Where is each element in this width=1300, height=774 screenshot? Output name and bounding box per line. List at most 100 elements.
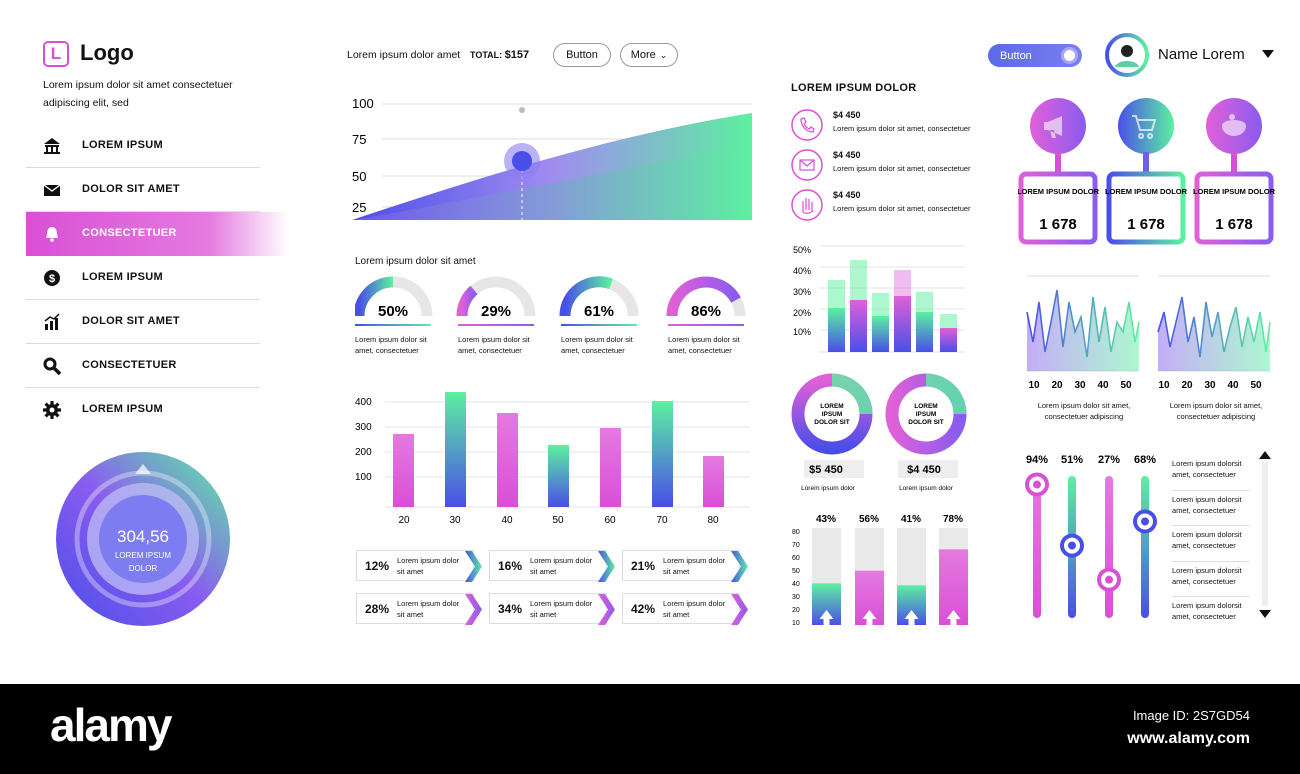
- bar: [600, 428, 621, 507]
- list-item[interactable]: Lorem ipsum dolorsit amet, consectetuer: [1172, 455, 1250, 491]
- arrow-up-icon: [946, 610, 961, 625]
- svg-text:LOREM: LOREM: [820, 403, 843, 410]
- sidebar-item-3[interactable]: CONSECTETUER: [26, 212, 288, 256]
- area-ytick: 100: [352, 96, 374, 111]
- toolbar-button[interactable]: Button: [553, 43, 611, 67]
- arrow-up-icon: [819, 610, 834, 625]
- bar-chart: 400 300 200 100 20 30 40 50 60 70 80: [355, 392, 750, 526]
- gauge-caption: Lorem ipsum dolor sit amet, consectetuer: [668, 335, 740, 355]
- stat-value: 21%: [631, 559, 656, 573]
- sidebar-item-5[interactable]: DOLOR SIT AMET: [26, 300, 260, 344]
- arrow-up-icon: [904, 610, 919, 625]
- slider[interactable]: [1097, 476, 1121, 618]
- stat-card[interactable]: 34% Lorem ipsum dolor sit amet: [489, 593, 615, 625]
- stat-value: 12%: [365, 559, 390, 573]
- stack-bar: [916, 292, 933, 352]
- contact-item[interactable]: $4 450 Lorem ipsum dolor sit amet, conse…: [790, 146, 990, 186]
- stat-card[interactable]: 28% Lorem ipsum dolor sit amet: [356, 593, 482, 625]
- contact-text: Lorem ipsum dolor sit amet, consectetuer: [833, 204, 971, 213]
- stat-card[interactable]: 42% Lorem ipsum dolor sit amet: [622, 593, 748, 625]
- contact-amount: $4 450: [833, 110, 861, 120]
- contacts-list: $4 450 Lorem ipsum dolor sit amet, conse…: [790, 106, 990, 226]
- pin-card-1[interactable]: [1018, 98, 1098, 245]
- toggle-button[interactable]: Button: [988, 44, 1082, 67]
- sliders: 94% 51% 27% 68%: [1025, 454, 1157, 618]
- contact-item[interactable]: $4 450 Lorem ipsum dolor sit amet, conse…: [790, 186, 990, 226]
- gauge-value: 61%: [584, 303, 614, 320]
- sidebar-item-4[interactable]: $ LOREM IPSUM: [26, 256, 260, 300]
- chevron-right-icon: [598, 551, 615, 582]
- sidebar-item-label: CONSECTETUER: [82, 359, 177, 371]
- area-ytick: 75: [352, 132, 366, 147]
- svg-text:$: $: [49, 273, 55, 285]
- svg-text:IPSUM: IPSUM: [822, 411, 843, 418]
- sidebar-item-7[interactable]: LOREM IPSUM: [26, 388, 260, 432]
- sidebar-item-label: CONSECTETUER: [82, 227, 177, 239]
- scroll-down-icon[interactable]: [1259, 610, 1271, 618]
- user-name: Name Lorem: [1158, 46, 1245, 63]
- bar-xtick: 20: [398, 515, 410, 526]
- chevron-right-icon: [731, 594, 748, 625]
- list-item[interactable]: Lorem ipsum dolorsit amet, consectetuer: [1172, 491, 1250, 527]
- stat-text: Lorem ipsum dolor sit amet: [663, 556, 726, 576]
- area-ytick: 50: [352, 169, 366, 184]
- list-item[interactable]: Lorem ipsum dolorsit amet, consectetuer: [1172, 601, 1242, 622]
- list-item[interactable]: Lorem ipsum dolorsit amet, consectetuer: [1172, 562, 1250, 598]
- radial-gauge: 304,56 LOREM IPSUM DOLOR: [56, 452, 230, 626]
- pin-card-3[interactable]: [1194, 98, 1274, 245]
- pin-value: 1 678: [1127, 216, 1165, 233]
- logo-text: Logo: [80, 40, 134, 65]
- stack-bar: [828, 280, 845, 352]
- gauge-2: 29%: [456, 276, 536, 326]
- sidebar-item-6[interactable]: CONSECTETUER: [26, 344, 260, 388]
- slider-label: 68%: [1134, 454, 1156, 466]
- donut-charts: LOREM IPSUM DOLOR SIT LOREM IPSUM DOLOR …: [791, 373, 967, 492]
- stat-value: 28%: [365, 602, 390, 616]
- donut-caption: Lorem ipsum dolor: [899, 485, 954, 492]
- gear-icon: [43, 401, 61, 419]
- pin-value: 1 678: [1039, 216, 1077, 233]
- pin-card-2[interactable]: [1106, 98, 1186, 245]
- pb-label: 56%: [859, 514, 879, 525]
- pb-label: 43%: [816, 514, 836, 525]
- gauge-value: 50%: [378, 303, 408, 320]
- toggle-knob: [1061, 47, 1078, 64]
- contact-amount: $4 450: [833, 190, 861, 200]
- logo-icon: L: [43, 41, 69, 67]
- contact-item[interactable]: $4 450 Lorem ipsum dolor sit amet, conse…: [790, 106, 990, 146]
- scrollbar-track[interactable]: [1262, 462, 1268, 606]
- stat-card[interactable]: 16% Lorem ipsum dolor sit amet: [489, 550, 615, 582]
- slider[interactable]: [1060, 476, 1084, 618]
- progress-bar: [939, 528, 968, 625]
- stack-bar: [940, 314, 957, 352]
- progress-bar: [812, 528, 841, 625]
- footer-banner: alamy Image ID: 2S7GD54 www.alamy.com: [0, 684, 1300, 774]
- list-item[interactable]: Lorem ipsum dolorsit amet, consectetuer: [1172, 526, 1250, 562]
- caret-down-icon[interactable]: [1262, 50, 1274, 58]
- line-xtick: 50: [1250, 380, 1262, 391]
- avatar[interactable]: [1105, 33, 1149, 77]
- sidebar-item-2[interactable]: DOLOR SIT AMET: [26, 168, 260, 212]
- line-series: [1026, 289, 1140, 358]
- stat-card[interactable]: 12% Lorem ipsum dolor sit amet: [356, 550, 482, 582]
- sidebar-item-label: DOLOR SIT AMET: [82, 183, 180, 195]
- donut-1: LOREM IPSUM DOLOR SIT: [791, 373, 873, 455]
- pin-label: LOREM IPSUM DOLOR: [1105, 187, 1188, 196]
- donut-amount: $5 450: [809, 464, 843, 476]
- sidebar-item-1[interactable]: LOREM IPSUM: [26, 124, 260, 168]
- stat-text: Lorem ipsum dolor sit amet: [397, 556, 460, 576]
- gauge-value: 86%: [691, 303, 721, 320]
- slider[interactable]: [1133, 476, 1157, 618]
- stack-bar: [894, 270, 911, 352]
- stat-card[interactable]: 21% Lorem ipsum dolor sit amet: [622, 550, 748, 582]
- scroll-up-icon[interactable]: [1259, 451, 1271, 459]
- line-charts: 10 20 30 40 50 10 20 30 40 50: [1026, 275, 1271, 391]
- mail-icon: [43, 184, 61, 196]
- dollar-icon: $: [44, 270, 60, 286]
- slider[interactable]: [1025, 472, 1049, 618]
- more-dropdown[interactable]: More ⌄: [620, 43, 678, 67]
- line-series: [1157, 296, 1271, 358]
- line-xtick: 10: [1158, 380, 1170, 391]
- area-chart: 100 75 50 25: [352, 95, 752, 225]
- stack-ytick: 50%: [793, 245, 811, 255]
